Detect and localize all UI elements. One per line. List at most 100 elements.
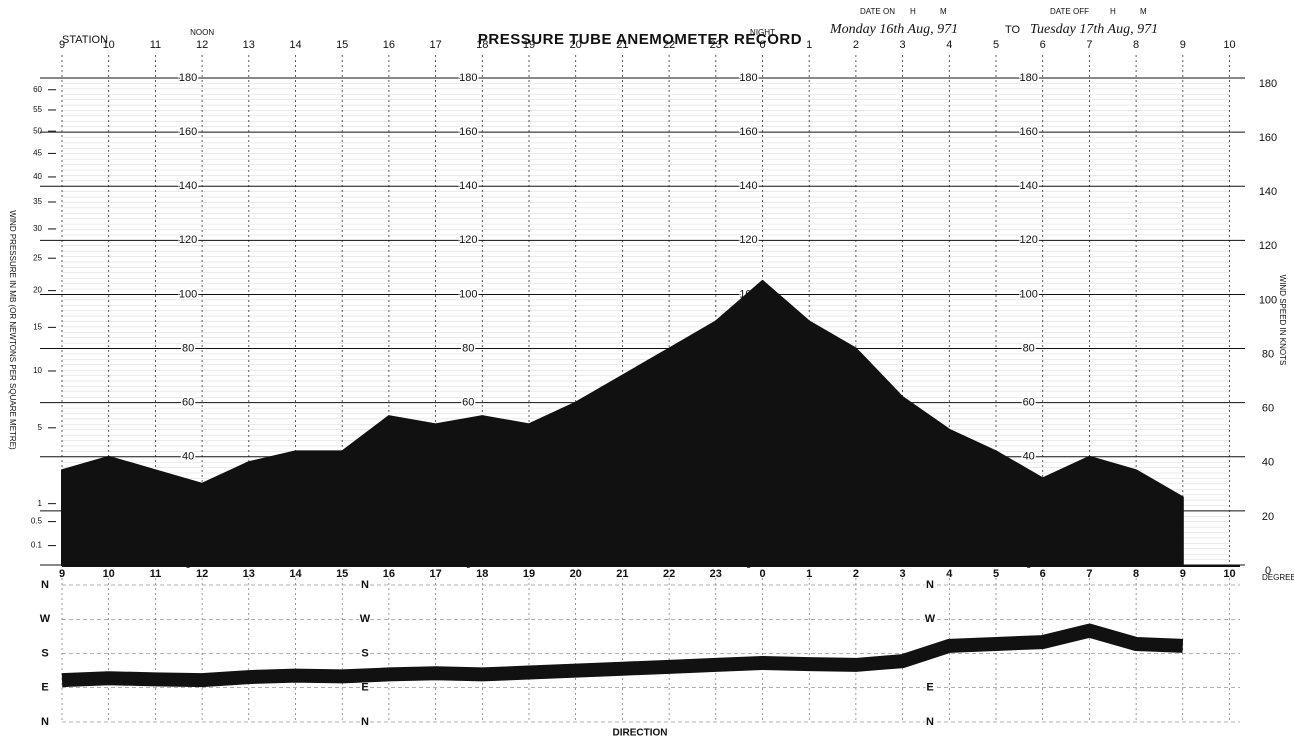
date-off-label: DATE OFF [1050,7,1089,16]
y-tick-label-inline: 60 [462,397,474,409]
x-tick-label: 9 [1180,39,1186,51]
x-tick-label: 18 [476,568,488,580]
y2-tick-label: 35 [33,197,42,206]
y-tick-label: N [41,716,49,728]
x-tick-label: 22 [663,39,675,51]
y-tick-label: 80 [1262,348,1274,360]
x-tick-label: 23 [710,39,722,51]
x-tick-label: 23 [710,568,722,580]
x-tick-label: 4 [946,568,953,580]
date-to-sep: TO [1005,24,1021,36]
direction-title: DIRECTION [613,728,668,739]
y-tick-label: W [360,613,371,625]
x-tick-label: 2 [853,568,859,580]
x-tick-label: 13 [243,39,255,51]
x-tick-label: 12 [196,568,208,580]
x-tick-label: 11 [150,39,161,51]
y-axis-label: WIND SPEED IN KNOTS [1278,275,1287,366]
y2-tick-label: 15 [33,322,42,331]
y-tick-label-inline: 160 [179,126,197,138]
y-tick-label-inline: 60 [182,397,194,409]
y-tick-label-inline: 100 [459,288,477,300]
x-tick-label: 10 [1223,39,1235,51]
direction-trace [61,623,1184,688]
date-to: Tuesday 17th Aug, 971 [1030,22,1158,37]
x-tick-label: 0 [759,39,765,51]
y2-tick-label: 10 [33,366,42,375]
x-tick-label: 15 [336,39,348,51]
y2-tick-label: 30 [33,224,42,233]
y-tick-label: 180 [1259,78,1277,90]
x-tick-label: 0 [759,568,765,580]
x-tick-label: 8 [1133,568,1139,580]
y-tick-label: 120 [1259,240,1277,252]
x-tick-label: 1 [806,39,812,51]
x-tick-label: 16 [383,39,395,51]
x-tick-label: 6 [1040,39,1046,51]
x-tick-label: 10 [103,568,115,580]
y2-tick-label: 25 [33,253,42,262]
y-tick-label-inline: 80 [462,342,474,354]
m-label: M [940,7,947,16]
x-tick-label: 12 [196,39,208,51]
y-tick-label-inline: 180 [459,72,477,84]
y-tick-label: 140 [1259,186,1277,198]
y-tick-label-inline: 60 [1023,397,1035,409]
y-tick-label-inline: 180 [179,72,197,84]
y-tick-label: 60 [1262,403,1274,415]
x-tick-label: 9 [59,568,65,580]
y2-tick-label: 40 [33,172,42,181]
x-tick-label: 2 [853,39,859,51]
x-tick-label: 6 [1040,568,1046,580]
y-tick-label-inline: 160 [459,126,477,138]
x-tick-label: 8 [1133,39,1139,51]
y-tick-label: W [40,613,51,625]
y-tick-label-inline: 120 [739,234,757,246]
y-tick-label: E [926,682,933,694]
h-label: H [1110,7,1116,16]
x-tick-label: 15 [336,568,348,580]
h-label: H [910,7,916,16]
y-tick-label: N [361,716,369,728]
chart-title: PRESSURE TUBE ANEMOMETER RECORD [478,31,802,48]
x-tick-label: 5 [993,568,999,580]
y-tick-label-inline: 140 [459,180,477,192]
x-tick-label: 10 [1223,568,1235,580]
y-tick-label-inline: 120 [1020,234,1038,246]
y-tick-label-inline: 100 [179,288,197,300]
x-tick-label: 4 [946,39,952,51]
y-tick-label-inline: 40 [1023,451,1035,463]
direction-axis-label: DEGREES FROM N [1262,573,1294,582]
speed-trace [61,279,1184,566]
x-tick-label: 21 [616,568,628,580]
y2-tick-label: 0.5 [31,517,43,526]
y2-tick-label: 50 [33,126,42,135]
y-tick-label-inline: 40 [182,451,194,463]
x-tick-label: 16 [383,568,395,580]
annotation: NIGHT [750,28,775,37]
y-tick-label: 160 [1259,132,1277,144]
y-tick-label-inline: 80 [1023,342,1035,354]
x-tick-label: 22 [663,568,675,580]
x-tick-label: 17 [429,39,441,51]
y-tick-label: E [41,682,48,694]
annotation: NOON [190,28,214,37]
y-tick-label-inline: 160 [739,126,757,138]
y-tick-label: 0 [1265,565,1271,577]
x-tick-label: 1 [806,568,812,580]
station-label: STATION [62,34,108,46]
y-tick-label-inline: 180 [739,72,757,84]
y-tick-label-inline: 140 [179,180,197,192]
x-tick-label: 9 [59,39,65,51]
y2-axis-label: WIND PRESSURE IN MB (OR NEWTONS PER SQUA… [8,210,17,450]
y-tick-label: N [41,579,49,591]
y-tick-label: N [926,579,934,591]
y-tick-label: N [361,579,369,591]
y-tick-label-inline: 120 [459,234,477,246]
y2-tick-label: 20 [33,286,42,295]
x-tick-label: 7 [1086,568,1092,580]
y-tick-label: S [41,647,48,659]
date-on-label: DATE ON [860,7,895,16]
x-tick-label: 11 [150,568,162,580]
